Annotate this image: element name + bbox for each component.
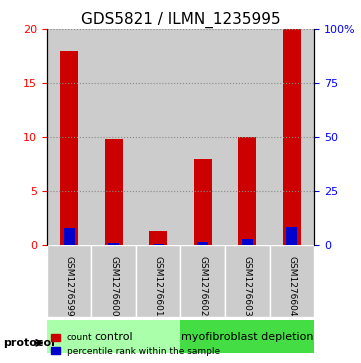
FancyBboxPatch shape <box>47 245 91 317</box>
Bar <box>225 245 270 317</box>
Text: control: control <box>95 331 133 342</box>
Bar <box>197 242 208 245</box>
Bar <box>283 29 301 245</box>
Text: GSM1276604: GSM1276604 <box>287 256 296 317</box>
Bar <box>60 51 78 245</box>
Bar <box>47 320 180 353</box>
Bar <box>225 29 270 245</box>
Text: GSM1276600: GSM1276600 <box>109 256 118 317</box>
Text: GSM1276602: GSM1276602 <box>198 256 207 317</box>
Bar <box>270 29 314 245</box>
Text: myofibroblast depletion: myofibroblast depletion <box>181 331 314 342</box>
Text: GSM1276603: GSM1276603 <box>243 256 252 317</box>
Bar <box>47 245 91 317</box>
Text: GSM1276599: GSM1276599 <box>65 256 74 317</box>
Bar <box>91 245 136 317</box>
Bar <box>105 139 123 245</box>
Bar <box>108 243 119 245</box>
Bar <box>91 29 136 245</box>
Bar <box>270 245 314 317</box>
Bar <box>287 227 297 245</box>
Text: protocol: protocol <box>4 338 56 348</box>
FancyBboxPatch shape <box>91 245 136 317</box>
Bar <box>136 245 180 317</box>
Bar <box>194 159 212 245</box>
Legend: count, percentile rank within the sample: count, percentile rank within the sample <box>48 331 223 359</box>
Bar <box>47 29 91 245</box>
FancyBboxPatch shape <box>225 245 270 317</box>
Bar <box>242 239 253 245</box>
FancyBboxPatch shape <box>136 245 180 317</box>
Bar <box>180 320 314 353</box>
Bar <box>180 245 225 317</box>
Bar <box>238 137 256 245</box>
FancyBboxPatch shape <box>270 245 314 317</box>
Title: GDS5821 / ILMN_1235995: GDS5821 / ILMN_1235995 <box>81 12 280 28</box>
Bar <box>149 231 167 245</box>
Bar <box>136 29 180 245</box>
Bar <box>64 228 74 245</box>
Bar <box>153 244 164 245</box>
Bar <box>180 29 225 245</box>
FancyBboxPatch shape <box>180 245 225 317</box>
Text: GSM1276601: GSM1276601 <box>154 256 163 317</box>
